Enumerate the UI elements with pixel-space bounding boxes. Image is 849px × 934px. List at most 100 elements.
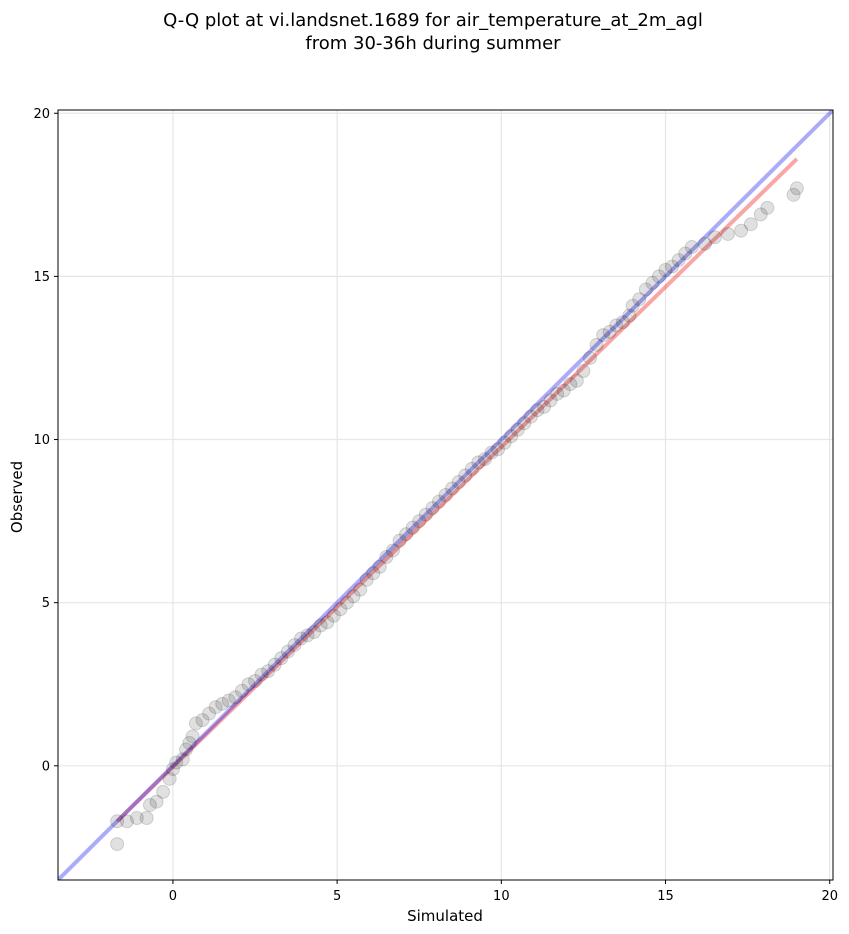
y-tick-label: 15 (33, 270, 50, 285)
quantile-point (185, 729, 200, 744)
quantile-point (638, 282, 653, 297)
quantile-point (563, 377, 578, 392)
x-tick-label: 0 (169, 889, 177, 904)
quantile-point (602, 324, 617, 339)
quantile-point (366, 566, 381, 581)
chart-title-line-2: from 30-36h during summer (305, 33, 561, 54)
quantile-point (294, 631, 309, 646)
quantile-point (195, 713, 210, 728)
quantile-point (477, 452, 492, 467)
quantile-point (510, 422, 525, 437)
quantile-point (208, 700, 223, 715)
quantile-point (678, 246, 693, 261)
quantile-point (753, 207, 768, 222)
quantile-point (280, 644, 295, 659)
quantile-point (274, 651, 289, 666)
quantile-point (165, 762, 180, 777)
quantile-point (241, 677, 256, 692)
quantile-point (156, 784, 171, 799)
quantile-point (720, 226, 735, 241)
quantile-point (671, 253, 686, 268)
quantile-point (405, 520, 420, 535)
quantile-point (615, 315, 630, 330)
quantile-point (139, 811, 154, 826)
quantile-point (248, 673, 263, 688)
y-axis-label: Observed (8, 461, 26, 533)
quantile-point (760, 200, 775, 215)
quantile-point (431, 494, 446, 509)
quantile-point (530, 403, 545, 418)
quantile-point (471, 455, 486, 470)
quantile-point (385, 543, 400, 558)
quantile-point (320, 615, 335, 630)
quantile-point (576, 364, 591, 379)
quantile-point (537, 399, 552, 414)
grid-lines (58, 110, 833, 880)
quantile-point (697, 236, 712, 251)
quantile-point (425, 501, 440, 516)
quantile-point (589, 337, 604, 352)
quantile-point (504, 429, 519, 444)
quantile-point (372, 559, 387, 574)
quantile-point (267, 657, 282, 672)
quantile-point (445, 481, 460, 496)
quantile-point (438, 488, 453, 502)
quantile-point (582, 350, 597, 365)
quantile-point (254, 667, 269, 682)
quantile-point (651, 269, 666, 284)
quantile-point (129, 811, 144, 826)
quantile-point (339, 595, 354, 610)
chart-title-line-1: Q-Q plot at vi.landsnet.1689 for air_tem… (163, 10, 703, 31)
quantile-point (215, 696, 230, 711)
quantile-point (313, 618, 328, 633)
x-tick-label: 5 (333, 889, 341, 904)
reference-lines (58, 110, 833, 880)
quantile-point (359, 572, 374, 587)
quantile-point (399, 527, 414, 542)
quantile-points (110, 181, 804, 852)
fit-line (115, 157, 799, 823)
quantile-point (333, 602, 348, 617)
quantile-point (622, 308, 637, 323)
quantile-point (307, 625, 322, 640)
quantile-point (142, 797, 157, 812)
quantile-point (261, 664, 276, 679)
quantile-point (353, 582, 368, 597)
quantile-point (625, 298, 640, 313)
quantile-point (707, 230, 722, 245)
y-tick-label: 10 (33, 433, 50, 448)
quantile-point (556, 383, 571, 398)
quantile-point (451, 474, 466, 489)
quantile-point (609, 318, 624, 333)
quantile-point (234, 683, 249, 698)
quantile-point (596, 328, 611, 343)
plot-frame (57, 109, 834, 881)
quantile-point (484, 445, 499, 460)
quantile-point (162, 771, 177, 786)
quantile-point (497, 435, 512, 450)
x-tick-label: 10 (493, 889, 510, 904)
quantile-point (569, 373, 584, 388)
quantile-point (149, 794, 164, 809)
quantile-point (228, 690, 243, 705)
quantile-point (658, 262, 673, 277)
quantile-point (326, 608, 341, 623)
quantile-point (491, 442, 506, 457)
quantile-point (665, 259, 680, 274)
quantile-point (182, 735, 197, 750)
quantile-point (645, 275, 660, 290)
quantile-point (684, 240, 699, 255)
quantile-point (543, 393, 558, 408)
quantile-point (789, 181, 804, 196)
quantile-point (346, 589, 361, 604)
quantile-point (188, 716, 203, 731)
x-tick-label: 20 (821, 889, 838, 904)
x-tick-label: 15 (657, 889, 674, 904)
quantile-point (523, 409, 538, 424)
y-tick-label: 0 (42, 759, 50, 774)
quantile-point (550, 386, 565, 401)
quantile-point (632, 292, 647, 307)
quantile-point (175, 752, 190, 767)
identity-line (58, 110, 833, 880)
